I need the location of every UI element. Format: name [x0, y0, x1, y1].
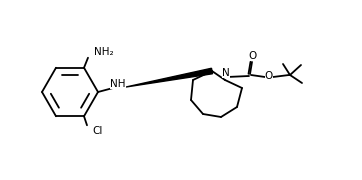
Text: NH: NH	[110, 79, 126, 89]
Text: Cl: Cl	[92, 126, 102, 136]
Text: O: O	[249, 51, 257, 61]
Polygon shape	[126, 68, 212, 87]
Text: NH₂: NH₂	[94, 47, 114, 57]
Text: O: O	[265, 71, 273, 81]
Text: N: N	[222, 68, 230, 78]
